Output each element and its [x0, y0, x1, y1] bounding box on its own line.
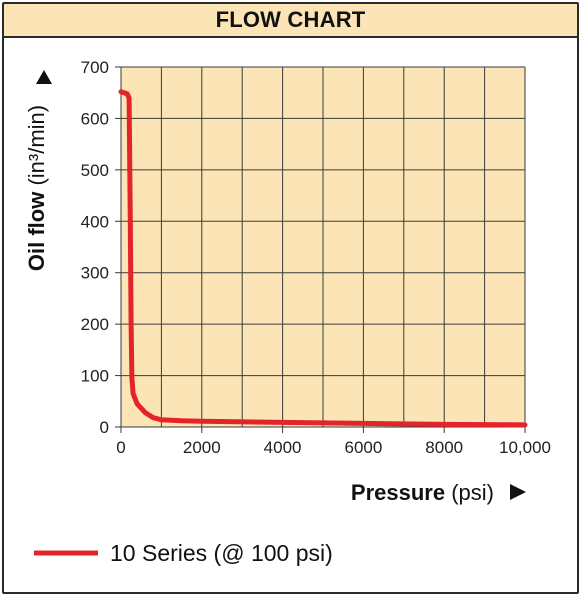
y-axis-label-unit: (in³/min) [24, 105, 49, 186]
legend: 10 Series (@ 100 psi) [34, 540, 333, 566]
x-tick-label: 8000 [425, 438, 463, 457]
y-axis-label-bold: Oil flow [24, 191, 49, 271]
x-axis-label-unit: (psi) [451, 480, 494, 505]
x-tick-label: 10,000 [499, 438, 551, 457]
x-axis-title: Pressure (psi) [351, 480, 526, 505]
y-tick-label: 600 [81, 109, 109, 128]
chart-title: FLOW CHART [215, 7, 366, 32]
x-tick-label: 6000 [344, 438, 382, 457]
y-tick-label: 200 [81, 315, 109, 334]
y-tick-label: 500 [81, 161, 109, 180]
x-tick-label: 0 [116, 438, 125, 457]
tick-labels: 0 2000 4000 6000 8000 10,000 0 100 200 300 400 500 6… [81, 58, 551, 457]
y-tick-label: 0 [100, 418, 109, 437]
chart-header: FLOW CHART [4, 4, 577, 38]
y-tick-label: 700 [81, 58, 109, 77]
x-tick-label: 2000 [183, 438, 221, 457]
svg-text:Pressure (psi): Pressure (psi) [351, 480, 494, 505]
x-tick-label: 4000 [264, 438, 302, 457]
y-arrow-icon [36, 70, 52, 84]
series-line [118, 89, 528, 428]
grid [115, 66, 526, 433]
y-tick-label: 100 [81, 367, 109, 386]
y-tick-label: 300 [81, 264, 109, 283]
x-arrow-icon [510, 484, 526, 500]
y-axis-title: Oil flow (in³/min) [24, 70, 52, 271]
series-layer [118, 89, 528, 428]
x-axis-label-bold: Pressure [351, 480, 445, 505]
y-tick-label: 400 [81, 212, 109, 231]
legend-label: 10 Series (@ 100 psi) [110, 540, 333, 566]
svg-text:Oil flow (in³/min): Oil flow (in³/min) [24, 105, 49, 271]
